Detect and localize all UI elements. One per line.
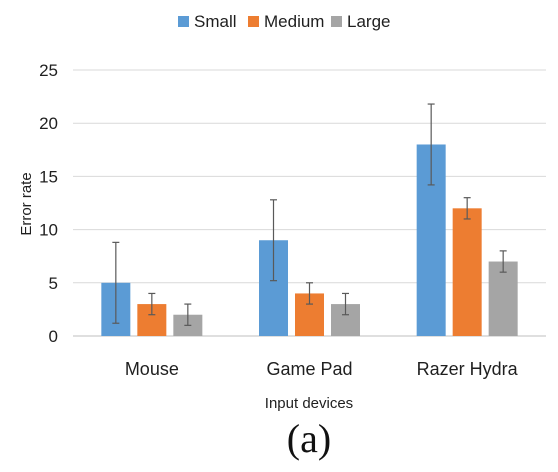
x-category-label: Game Pad [266, 359, 352, 379]
y-tick-label: 10 [39, 221, 58, 240]
bars [101, 144, 518, 336]
legend-swatch [178, 16, 189, 27]
legend-swatch [331, 16, 342, 27]
legend-item-medium: Medium [248, 12, 324, 31]
x-category-label: Mouse [125, 359, 179, 379]
legend-swatch [248, 16, 259, 27]
error-bar [342, 292, 349, 316]
legend-item-large: Large [331, 12, 390, 31]
error-bar [463, 197, 471, 220]
x-axis-title: Input devices [265, 395, 353, 412]
y-tick-label: 20 [39, 114, 58, 133]
error-bars [112, 103, 507, 326]
error-bar [112, 241, 120, 324]
y-tick-label: 5 [49, 274, 58, 293]
error-bar [270, 199, 277, 282]
x-axis-categories: Mouse Game Pad Razer Hydra [125, 359, 519, 379]
error-bar [427, 103, 435, 186]
y-tick-label: 0 [49, 327, 58, 346]
y-tick-label: 15 [39, 167, 58, 186]
error-bar [499, 250, 507, 273]
figure-caption: (a) [287, 416, 331, 461]
error-bar [184, 303, 192, 326]
error-bar [306, 282, 313, 305]
legend-label: Small [194, 12, 237, 31]
legend-item-small: Small [178, 12, 237, 31]
bar-large-razer-hydra [488, 261, 518, 336]
x-category-label: Razer Hydra [417, 359, 519, 379]
y-tick-label: 25 [39, 61, 58, 80]
legend-label: Large [347, 12, 390, 31]
legend: Small Medium Large [178, 12, 390, 31]
y-axis-title: Error rate [18, 172, 35, 235]
y-axis-ticks: 0 5 10 15 20 25 [39, 61, 58, 346]
error-bar [148, 292, 156, 316]
bar-medium-razer-hydra [452, 208, 482, 336]
legend-label: Medium [264, 12, 324, 31]
